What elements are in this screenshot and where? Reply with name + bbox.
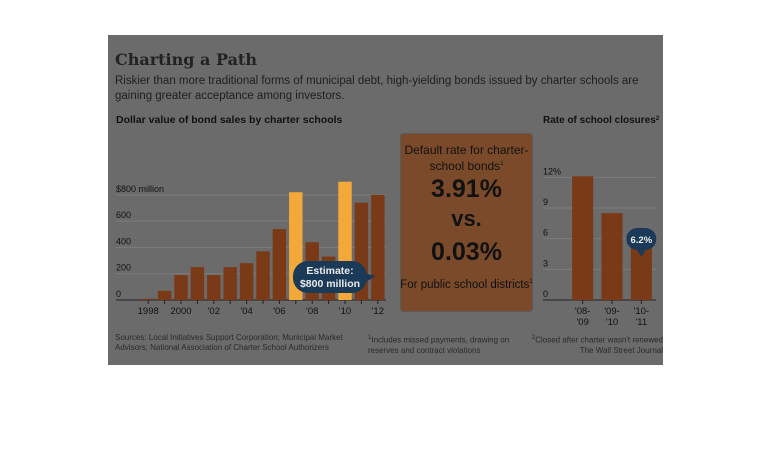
footnote-1: 1Includes missed payments, drawing on re…	[368, 335, 510, 355]
estimate-callout	[293, 261, 367, 293]
y-tick-label: 0	[543, 289, 548, 299]
y-tick-label: 0	[116, 289, 121, 299]
y-tick-label: 400	[116, 236, 131, 246]
closure-rate-callout	[626, 228, 657, 250]
default-rate-box: Default rate for charter-school bonds1 3…	[400, 133, 533, 312]
infographic-panel: Charting a Path Riskier than more tradit…	[108, 35, 663, 365]
y-tick-label: $800 million	[116, 184, 164, 194]
x-tick-label: 2000	[170, 306, 191, 317]
closure-rate-callout-label: 6.2%	[631, 235, 653, 246]
y-tick-label: 6	[543, 228, 548, 238]
estimate-callout-line2: $800 million	[300, 278, 360, 290]
credit-label: The Wall Street Journal	[579, 345, 663, 355]
bar	[630, 236, 652, 300]
bar	[601, 213, 623, 300]
bar	[256, 251, 270, 300]
callout-pointer	[636, 249, 647, 257]
public-default-rate: 0.03%	[431, 238, 502, 266]
sources-note: Sources: Local Initiatives Support Corpo…	[115, 333, 343, 352]
bar	[239, 263, 254, 300]
x-tick-label: '08	[306, 306, 318, 317]
bar	[272, 229, 287, 300]
bar	[223, 267, 237, 300]
y-tick-label: 200	[116, 263, 131, 273]
y-tick-label: 9	[543, 197, 548, 207]
x-tick-label: '09-'10	[604, 306, 620, 328]
x-tick-label: '02	[208, 306, 220, 317]
x-tick-label: '10	[339, 306, 351, 317]
callout-pointer	[364, 273, 376, 283]
y-tick-label: 3	[543, 258, 548, 268]
school-closures-chart: Rate of school closures2 0 3 6 9 12% '08-'09 '…	[543, 115, 660, 328]
bond-sales-chart: Dollar value of bond sales by charter sc…	[116, 114, 386, 317]
bar	[572, 176, 594, 300]
x-tick-label: '08-'09	[575, 306, 591, 328]
x-tick-label: '12	[372, 306, 384, 317]
x-tick-label: '06	[273, 306, 285, 317]
bar	[207, 275, 221, 300]
public-districts-label: For public school districts1	[400, 278, 533, 291]
subtitle: Riskier than more traditional forms of m…	[115, 75, 639, 102]
estimate-callout-line1: Estimate:	[306, 265, 353, 277]
y-tick-label: 12%	[543, 166, 561, 176]
bar	[157, 290, 172, 300]
x-tick-label: '10-'11	[634, 306, 650, 328]
bond-sales-chart-title: Dollar value of bond sales by charter sc…	[116, 114, 343, 126]
bar	[371, 194, 385, 300]
y-tick-label: 600	[116, 210, 131, 220]
school-closures-chart-title: Rate of school closures2	[543, 115, 660, 126]
bar	[190, 267, 205, 300]
bar	[141, 298, 155, 300]
versus-label: vs.	[451, 206, 482, 231]
footnote-2: 2Closed after charter wasn't renewed The …	[531, 335, 663, 355]
default-rate-label: Default rate for charter-school bonds1	[404, 143, 529, 173]
page-title: Charting a Path	[115, 50, 257, 69]
charter-default-rate: 3.91%	[431, 175, 502, 203]
x-tick-label: 1998	[138, 306, 159, 317]
bar	[174, 275, 188, 300]
x-tick-label: '04	[240, 306, 252, 317]
